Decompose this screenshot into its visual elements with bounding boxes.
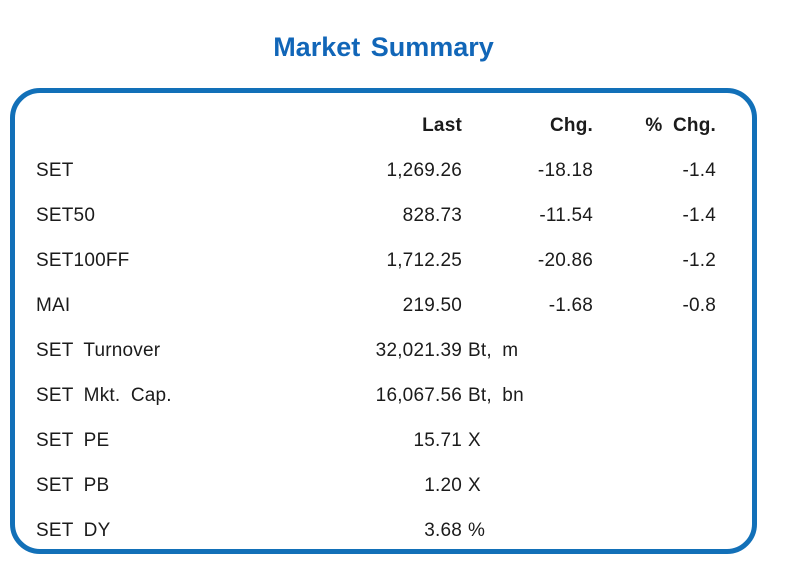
page-title: Market Summary [273, 32, 494, 62]
chg-value: -11.54 [539, 205, 593, 226]
table-row: SET PB 1.20 X [36, 463, 716, 508]
last-value: 1,712.25 [386, 250, 462, 271]
pct-chg-value [593, 373, 716, 418]
row-label: SET PB [36, 475, 110, 496]
table-row: SET Turnover 32,021.39 Bt, m [36, 328, 716, 373]
table-row: SET PE 15.71 X [36, 418, 716, 463]
last-unit [462, 238, 518, 283]
pct-chg-value: -1.4 [682, 160, 716, 181]
last-value: 1.20 [424, 475, 462, 496]
table-header-row: Last Chg. % Chg. [36, 103, 716, 148]
pct-chg-value [593, 508, 716, 553]
last-unit: % [468, 520, 486, 541]
last-unit [462, 193, 518, 238]
chg-value [518, 328, 593, 373]
last-unit: X [468, 430, 481, 451]
last-value: 828.73 [402, 205, 462, 226]
row-label: MAI [36, 295, 71, 316]
table-row: SET100FF 1,712.25 -20.86 -1.2 [36, 238, 716, 283]
row-label: SET PE [36, 430, 110, 451]
last-value: 3.68 [424, 520, 462, 541]
table-row: SET50 828.73 -11.54 -1.4 [36, 193, 716, 238]
row-label: SET DY [36, 520, 111, 541]
table-row: SET 1,269.26 -18.18 -1.4 [36, 148, 716, 193]
header-pct-chg: % Chg. [645, 115, 716, 136]
chg-value: -1.68 [548, 295, 593, 316]
pct-chg-value [593, 328, 716, 373]
row-label: SET [36, 160, 74, 181]
table-row: SET DY 3.68 % [36, 508, 716, 553]
market-summary-card: Last Chg. % Chg. SET 1,269.26 -18.18 -1.… [10, 88, 757, 554]
last-unit: Bt, bn [468, 385, 524, 406]
header-spacer [36, 103, 286, 148]
last-value: 219.50 [402, 295, 462, 316]
table-row: MAI 219.50 -1.68 -0.8 [36, 283, 716, 328]
chg-value [518, 418, 593, 463]
row-label: SET Mkt. Cap. [36, 385, 172, 406]
last-value: 16,067.56 [375, 385, 462, 406]
last-unit: X [468, 475, 481, 496]
chg-value [518, 463, 593, 508]
row-label: SET Turnover [36, 340, 161, 361]
table-row: SET Mkt. Cap. 16,067.56 Bt, bn [36, 373, 716, 418]
header-chg: Chg. [549, 115, 593, 136]
last-unit [462, 283, 518, 328]
pct-chg-value: -1.4 [682, 205, 716, 226]
last-unit: Bt, m [468, 340, 519, 361]
row-label: SET50 [36, 205, 96, 226]
last-value: 15.71 [413, 430, 462, 451]
chg-value [518, 373, 593, 418]
pct-chg-value [593, 463, 716, 508]
last-unit [462, 148, 518, 193]
pct-chg-value: -1.2 [682, 250, 716, 271]
last-value: 1,269.26 [386, 160, 462, 181]
last-value: 32,021.39 [375, 340, 462, 361]
header-spacer [462, 103, 518, 148]
chg-value [518, 508, 593, 553]
chg-value: -18.18 [537, 160, 593, 181]
chg-value: -20.86 [537, 250, 593, 271]
pct-chg-value: -0.8 [682, 295, 716, 316]
pct-chg-value [593, 418, 716, 463]
row-label: SET100FF [36, 250, 130, 271]
header-last: Last [422, 115, 462, 136]
